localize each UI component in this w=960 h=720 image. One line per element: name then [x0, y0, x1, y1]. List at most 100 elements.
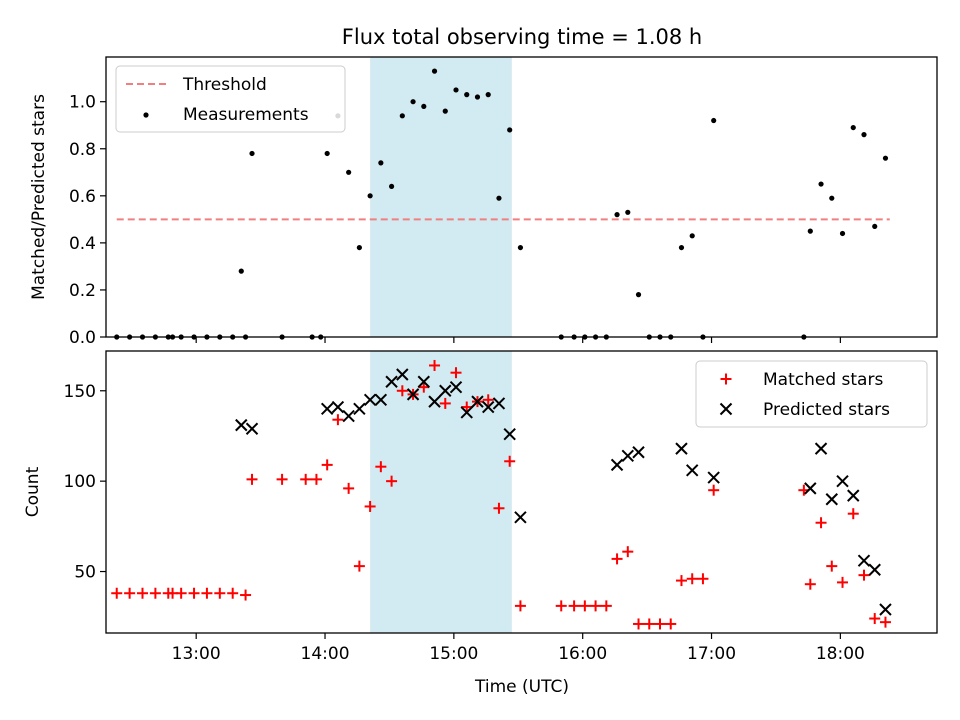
- x-axis-label: Time (UTC): [474, 677, 569, 697]
- matched-star-point: [386, 475, 398, 487]
- measurement-point: [442, 108, 448, 114]
- matched-star-point: [240, 589, 252, 601]
- bottom-legend-box: [695, 360, 928, 428]
- matched-star-point: [879, 616, 891, 628]
- matched-star-point: [708, 484, 720, 496]
- predicted-star-point: [503, 427, 516, 441]
- predicted-star-point: [675, 442, 688, 455]
- legend-matched-label: Matched stars: [763, 370, 883, 390]
- matched-star-point: [396, 385, 408, 397]
- matched-star-point: [804, 578, 816, 590]
- x-tick-label: 17:00: [687, 644, 736, 664]
- predicted-star-point: [353, 402, 366, 416]
- predicted-star-point: [879, 603, 892, 616]
- predicted-star-point: [406, 388, 420, 401]
- predicted-star-point: [439, 384, 452, 397]
- predicted-star-point: [471, 395, 484, 408]
- predicted-star-point: [836, 474, 849, 488]
- matched-star-point: [353, 560, 365, 572]
- predicted-star-point: [610, 458, 624, 472]
- measurement-point: [614, 212, 620, 218]
- predicted-star-point: [514, 511, 527, 524]
- matched-star-point: [514, 600, 526, 612]
- matched-star-point: [321, 459, 333, 471]
- measurement-point: [464, 92, 470, 98]
- y-tick-label: 1.0: [69, 93, 96, 113]
- y-tick-label: 0.4: [69, 234, 96, 254]
- chart-title: Flux total observing time = 1.08 h: [342, 25, 702, 49]
- y-tick-label: 0.0: [69, 328, 96, 348]
- predicted-star-point: [396, 368, 409, 381]
- bottom-axes-frame: [105, 350, 938, 634]
- matched-star-point: [375, 461, 387, 473]
- top-highlight-span: [370, 57, 512, 337]
- measurement-point: [485, 92, 491, 98]
- measurement-point: [635, 292, 642, 298]
- matched-star-point: [149, 587, 161, 599]
- matched-star-point: [847, 508, 859, 520]
- matched-star-point: [332, 414, 344, 426]
- y-tick-label: 0.2: [69, 281, 96, 301]
- matched-star-point: [579, 600, 591, 612]
- matched-star-point: [124, 587, 136, 599]
- matched-star-point: [633, 618, 645, 630]
- predicted-star-point: [621, 449, 634, 463]
- predicted-star-point: [374, 393, 388, 407]
- predicted-star-point: [245, 422, 259, 435]
- matched-star-point: [622, 546, 634, 558]
- measurement-point: [689, 233, 695, 239]
- y-tick-label: 100: [64, 472, 96, 492]
- x-tick-label: 13:00: [172, 644, 221, 664]
- y-tick-label: 0.6: [69, 187, 96, 207]
- bottom-y-ticks: 50 100 150: [64, 382, 106, 583]
- predicted-star-point: [482, 400, 495, 414]
- predicted-star-point: [847, 489, 860, 502]
- measurement-point: [356, 244, 362, 251]
- measurement-point: [882, 155, 889, 161]
- y-tick-label: 50: [74, 563, 96, 583]
- matched-star-point: [858, 569, 870, 581]
- x-tick-label: 15:00: [429, 644, 478, 664]
- predicted-star-point: [385, 375, 398, 388]
- top-legend-box: [115, 65, 346, 133]
- measurement-point: [453, 87, 459, 93]
- predicted-star-point: [235, 418, 248, 432]
- measurement-point: [507, 127, 513, 133]
- matched-star-point: [175, 587, 187, 599]
- measurement-point: [861, 132, 867, 138]
- matched-star-point: [504, 455, 516, 467]
- matched-star-point: [461, 401, 473, 413]
- matched-star-point: [826, 560, 838, 572]
- matched-star-point: [343, 482, 355, 494]
- measurement-point: [711, 117, 717, 124]
- measurement-point: [324, 150, 330, 157]
- predicted-star-point: [857, 554, 871, 567]
- top-axes-frame: [105, 56, 938, 338]
- top-legend: Threshold Measurements: [115, 65, 346, 133]
- matched-star-point: [214, 587, 226, 599]
- predicted-star-point: [428, 395, 441, 408]
- matched-star-point: [555, 600, 567, 612]
- measurement-point: [238, 268, 244, 274]
- predicted-star-point: [825, 493, 838, 506]
- matched-star-point: [590, 600, 602, 612]
- matched-star-point: [418, 381, 430, 393]
- y-tick-label: 0.8: [69, 140, 96, 160]
- matched-star-point: [246, 473, 258, 485]
- bottom-legend: Matched stars Predicted stars: [695, 360, 928, 428]
- measurement-point: [807, 228, 813, 234]
- predicted-star-point: [632, 446, 645, 459]
- matched-star-point: [227, 587, 239, 599]
- legend-predicted-marker: [719, 402, 733, 416]
- predicted-star-point: [320, 402, 334, 416]
- matched-star-point: [686, 573, 698, 585]
- predicted-stars-points: [235, 368, 892, 616]
- matched-star-point: [429, 359, 441, 371]
- predicted-star-point: [686, 464, 699, 477]
- x-tick-label: 18:00: [816, 644, 865, 664]
- measurement-point: [625, 209, 631, 215]
- matched-star-point: [568, 600, 580, 612]
- predicted-star-point: [707, 471, 720, 484]
- predicted-star-point: [868, 563, 881, 576]
